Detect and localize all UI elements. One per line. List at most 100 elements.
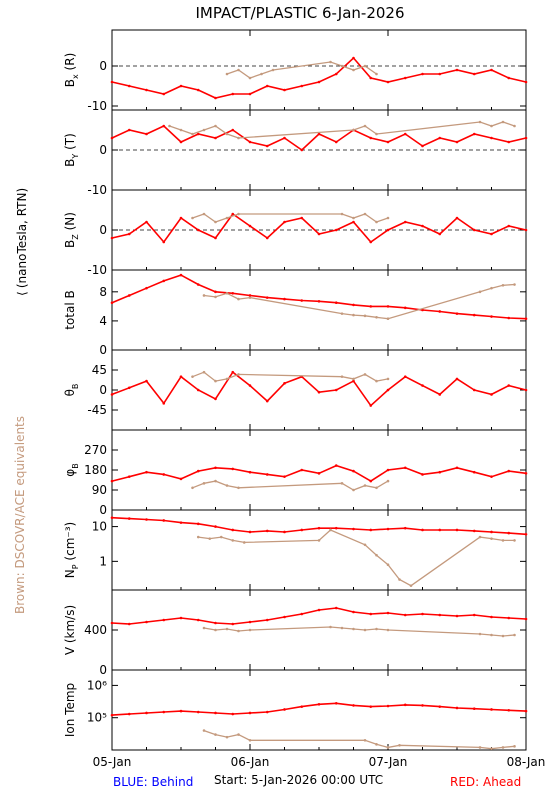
ylabel-suffix: (N) <box>63 212 77 234</box>
ylabel-sub: x <box>71 74 80 79</box>
data-point <box>179 521 183 524</box>
data-point <box>248 530 252 534</box>
data-point <box>490 747 493 750</box>
data-point <box>363 484 367 487</box>
data-point <box>472 132 476 136</box>
panel-ylabel: BY (T) <box>63 133 80 167</box>
data-point <box>490 393 493 396</box>
x-tick-label: 08-Jan <box>507 755 546 769</box>
data-point <box>507 708 511 712</box>
data-point <box>472 313 476 317</box>
data-point <box>398 578 401 581</box>
data-point <box>386 388 390 392</box>
data-point <box>513 283 516 286</box>
data-point <box>329 60 332 64</box>
data-point <box>265 618 269 622</box>
data-point <box>231 539 235 542</box>
data-point <box>237 733 240 736</box>
data-point <box>421 473 424 476</box>
data-point <box>265 710 269 714</box>
ylabel-sub: B <box>71 463 80 469</box>
data-point <box>202 626 206 630</box>
data-point <box>225 735 229 739</box>
data-point <box>386 704 390 708</box>
panel-frame <box>111 29 527 111</box>
panel-ylabel: Bx (R) <box>63 53 80 87</box>
data-point <box>237 212 240 216</box>
data-point <box>478 632 482 636</box>
x-tick-label: 05-Jan <box>93 755 132 769</box>
data-point <box>369 612 373 616</box>
series-dscovr-line <box>198 529 515 587</box>
data-point <box>145 132 148 136</box>
data-point <box>524 136 528 140</box>
dscovr-legend-note: Brown: DSCOVR/ACE equivalents <box>13 416 27 614</box>
data-point <box>202 482 206 485</box>
data-point <box>248 470 252 474</box>
series-dscovr-line <box>203 283 515 320</box>
data-point <box>455 706 459 710</box>
data-point <box>513 633 516 637</box>
data-point <box>202 729 206 732</box>
data-point <box>375 486 378 490</box>
data-point <box>283 708 286 711</box>
data-point <box>145 620 148 624</box>
data-point <box>455 312 459 315</box>
y-tick-label: -10 <box>87 263 107 277</box>
ylabel-main: Ion Temp <box>63 683 77 737</box>
data-point <box>421 384 424 387</box>
data-point <box>179 84 183 88</box>
data-point <box>472 388 476 392</box>
data-point <box>524 80 528 84</box>
y-tick-label: 1 <box>99 554 107 568</box>
data-point <box>403 466 407 470</box>
y-tick-label: 400 <box>84 623 107 637</box>
data-point <box>409 584 413 587</box>
data-point <box>478 120 482 124</box>
data-point <box>196 88 200 92</box>
panel-bz: -10 0 BZ (N) <box>63 189 528 277</box>
data-point <box>110 713 114 717</box>
data-point <box>398 743 401 747</box>
data-point <box>127 294 131 297</box>
data-point <box>375 553 378 557</box>
data-point <box>340 626 344 630</box>
data-point <box>403 306 407 310</box>
data-point <box>225 627 229 631</box>
y-tick-label: 45 <box>92 363 107 377</box>
data-point <box>455 216 459 220</box>
data-point <box>334 464 338 467</box>
y-tick-label: 10⁵ <box>87 711 107 725</box>
data-point <box>202 128 206 132</box>
data-point <box>352 216 355 220</box>
series-ahead-line <box>111 125 527 152</box>
data-point <box>369 76 373 80</box>
data-point <box>110 479 114 483</box>
series-ahead-line <box>111 516 527 536</box>
data-point <box>162 473 166 476</box>
data-point <box>375 743 378 746</box>
ylabel-suffix: (R) <box>63 53 77 75</box>
data-point <box>179 709 183 713</box>
data-point <box>248 224 252 228</box>
ylabel-main: φ <box>63 469 77 477</box>
panel-bx: -10 0 Bx (R) <box>63 29 528 113</box>
data-point <box>145 711 148 715</box>
data-point <box>334 301 338 305</box>
series-dscovr-line <box>192 213 389 223</box>
data-point <box>317 472 321 475</box>
data-point <box>271 68 275 72</box>
panel-frame <box>111 669 527 751</box>
data-point <box>472 707 476 711</box>
y-tick-label: 8 <box>99 285 107 299</box>
data-point <box>513 124 516 128</box>
data-point <box>179 128 183 132</box>
data-point <box>352 303 355 307</box>
ylabel-main: θ <box>63 389 77 396</box>
data-point <box>490 68 493 72</box>
data-point <box>352 377 355 381</box>
data-point <box>127 386 131 390</box>
data-point <box>202 212 206 216</box>
data-point <box>265 296 269 299</box>
